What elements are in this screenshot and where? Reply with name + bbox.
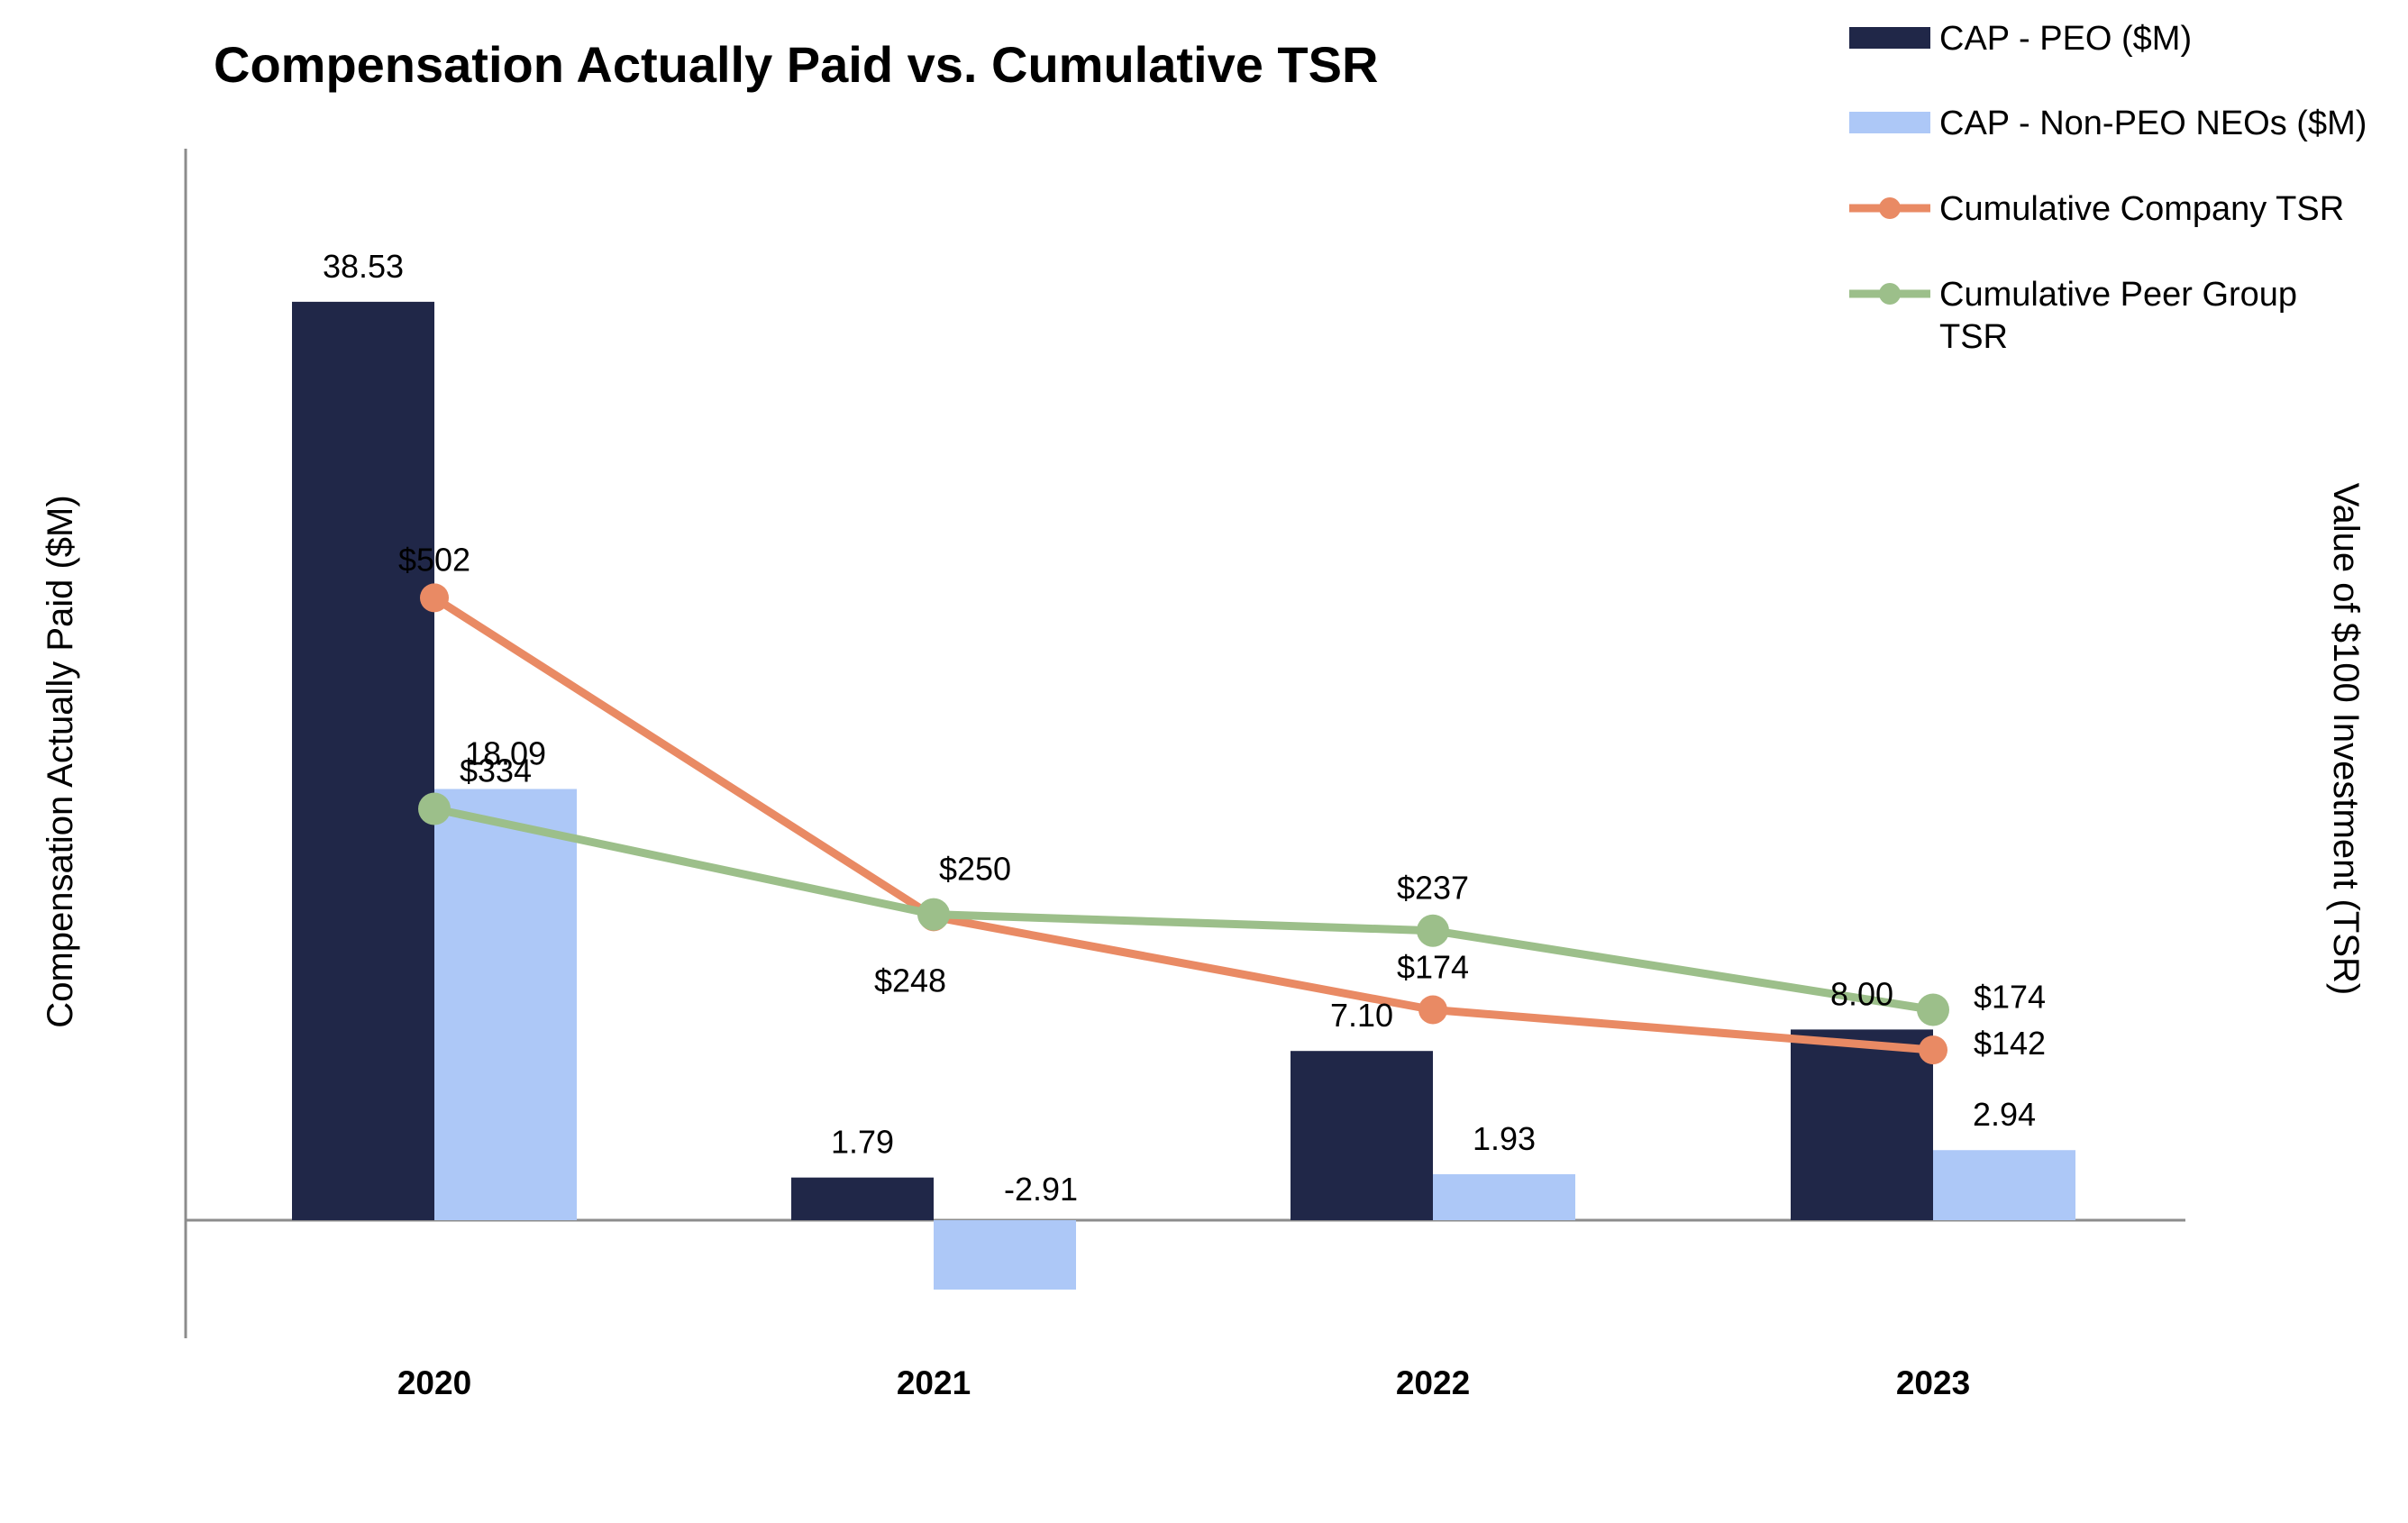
y-axis-title: Compensation Actually Paid ($M) [41, 495, 80, 1027]
bar-label-non-peo-2021: -2.91 [1004, 1171, 1078, 1208]
tsr-label-company-2023: $142 [1974, 1025, 2046, 1062]
legend-item-cumulative-company-tsr: Cumulative Company TSR [1849, 190, 2344, 228]
legend-swatch-marker [1879, 283, 1901, 305]
bar-label-peo-2020: 38.53 [323, 248, 404, 285]
legend-swatch [1849, 112, 1930, 133]
legend-item-cap-peo-m: CAP - PEO ($M) [1849, 20, 2192, 58]
x-tick-2020: 2020 [397, 1364, 471, 1401]
bar-label-peo-2021: 1.79 [831, 1124, 894, 1161]
bar-label-non-peo-2023: 2.94 [1973, 1096, 2036, 1133]
tsr-label-company-2020: $502 [398, 541, 470, 578]
y2-axis-title: Value of $100 Investment (TSR) [2326, 483, 2366, 995]
legend-label: Cumulative Company TSR [1939, 190, 2344, 228]
point-peer-2021 [917, 898, 950, 931]
tsr-label-company-2022: $174 [1397, 948, 1469, 985]
bar-label-non-peo-2022: 1.93 [1473, 1120, 1536, 1157]
bar-peo-2022 [1291, 1051, 1433, 1220]
tsr-label-peer-2021: $250 [939, 851, 1011, 888]
line-company-tsr [432, 594, 1934, 1054]
point-company-2022 [1418, 995, 1447, 1025]
tsr-label-peer-2020: $334 [460, 752, 532, 789]
bar-non-peo-2021 [934, 1220, 1076, 1290]
bar-peo-2023 [1791, 1029, 1933, 1220]
legend-item-cumulative-peer-group-tsr: Cumulative Peer Group TSR [1849, 276, 2297, 356]
x-tick-2023: 2023 [1896, 1364, 1970, 1401]
point-peer-2020 [418, 792, 451, 825]
bar-non-peo-2023 [1933, 1150, 2075, 1220]
chart-title: Compensation Actually Paid vs. Cumulativ… [214, 36, 1378, 93]
bar-label-non-peo-2020: 18.09 [465, 735, 546, 772]
x-tick-2022: 2022 [1396, 1364, 1470, 1401]
x-ticks-layer: 2020 2021 2022 2023 [397, 1364, 1970, 1401]
labels-layer: 38.53 1.79 7.10 8.00 18.09 -2.91 1.93 2.94 $502 $… [323, 248, 2046, 1208]
bar-label-peo-2022: 7.10 [1330, 997, 1393, 1034]
legend-item-cap-non-peo-neos-m: CAP - Non-PEO NEOs ($M) [1849, 105, 2367, 142]
bar-non-peo-2020 [434, 789, 577, 1220]
point-company-2023 [1919, 1035, 1947, 1065]
bar-non-peo-2022 [1433, 1173, 1575, 1220]
point-peer-2023 [1917, 993, 1949, 1026]
legend-label: Cumulative Peer Group TSR [1939, 276, 2297, 356]
legend-swatch-marker [1879, 197, 1901, 219]
tsr-label-peer-2023: $174 [1974, 978, 2046, 1015]
bars-layer [292, 301, 2075, 1290]
lines-layer [418, 583, 1949, 1065]
bar-peo-2020 [292, 301, 434, 1221]
bar-peo-2021 [791, 1177, 934, 1220]
line-peer-tsr [433, 805, 1934, 1014]
point-company-2020 [420, 583, 449, 613]
tsr-label-peer-2022: $237 [1397, 870, 1469, 907]
legend-swatch [1849, 27, 1930, 49]
bar-label-peo-2023: 8.00 [1830, 975, 1893, 1012]
legend-label: CAP - Non-PEO NEOs ($M) [1939, 105, 2367, 142]
tsr-label-company-2021: $248 [874, 962, 946, 999]
point-peer-2022 [1417, 914, 1449, 947]
x-tick-2021: 2021 [897, 1364, 971, 1401]
legend-label: CAP - PEO ($M) [1939, 20, 2192, 58]
legend: CAP - PEO ($M) CAP - Non-PEO NEOs ($M) Cum… [1849, 20, 2367, 356]
